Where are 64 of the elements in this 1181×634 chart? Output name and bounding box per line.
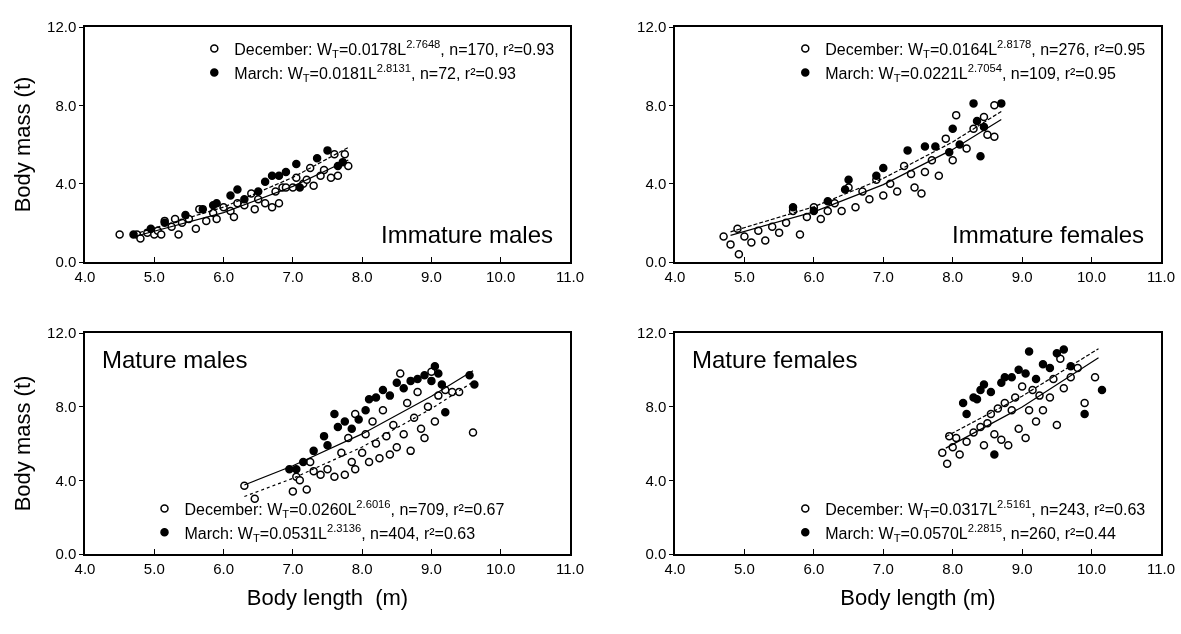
legend-label: December: W$_{T}$=0.0164L$^{2.8178}$, n=276, r²=0.95 <box>825 38 1146 61</box>
y-tick-label: 4.0 <box>645 471 667 489</box>
y-tick-label: 0.0 <box>55 253 77 271</box>
legend-label: December: W$_{T}$=0.0260L$^{2.6016}$, n=709, r²=0.67 <box>184 498 505 521</box>
annotation: Mature females <box>692 346 858 373</box>
x-tick-label: 10.0 <box>486 267 516 285</box>
legend-label: March: W$_{T}$=0.0570L$^{2.2815}$, n=260, r²=0.44 <box>825 521 1116 544</box>
x-tick-label: 6.0 <box>213 559 234 577</box>
x-axis-title: Body length (m) <box>840 585 996 611</box>
y-tick-label: 12.0 <box>47 324 77 342</box>
y-tick-label: 8.0 <box>55 397 77 415</box>
x-tick-label: 7.0 <box>872 559 894 577</box>
x-tick-label: 7.0 <box>872 267 894 285</box>
y-tick-label: 4.0 <box>645 174 667 192</box>
x-tick-label: 4.0 <box>664 559 686 577</box>
x-tick-label: 9.0 <box>1011 559 1033 577</box>
y-tick-label: 0.0 <box>645 253 667 271</box>
y-axis-title: Body mass (t) <box>10 375 36 512</box>
y-tick-label: 4.0 <box>55 174 77 192</box>
x-axis-title: Body length (m) <box>246 585 409 611</box>
y-tick-label: 12.0 <box>47 18 77 36</box>
y-tick-label: 8.0 <box>55 96 77 114</box>
x-tick-label: 4.0 <box>664 267 686 285</box>
x-tick-label: 4.0 <box>74 267 96 285</box>
x-tick-label: 6.0 <box>803 559 825 577</box>
annotation: Mature males <box>102 346 248 373</box>
x-tick-label: 7.0 <box>282 267 304 285</box>
x-tick-label: 9.0 <box>421 267 442 285</box>
y-tick-label: 8.0 <box>645 397 667 415</box>
x-tick-label: 4.0 <box>74 559 96 577</box>
y-tick-label: 0.0 <box>645 545 667 563</box>
x-tick-label: 11.0 <box>1146 559 1176 577</box>
x-tick-label: 7.0 <box>282 559 304 577</box>
x-tick-label: 11.0 <box>555 559 585 577</box>
x-tick-label: 5.0 <box>143 559 165 577</box>
x-tick-label: 9.0 <box>421 559 442 577</box>
annotation: Immature females <box>952 221 1145 248</box>
y-axis-title: Body mass (t) <box>10 76 36 213</box>
x-tick-label: 8.0 <box>351 267 373 285</box>
legend-label: March: W$_{T}$=0.0181L$^{2.8131}$, n=72, r²=0.93 <box>234 61 517 84</box>
y-tick-label: 8.0 <box>645 96 667 114</box>
y-tick-label: 0.0 <box>55 545 77 563</box>
x-tick-label: 8.0 <box>942 267 964 285</box>
x-tick-label: 10.0 <box>1076 559 1107 577</box>
x-tick-label: 6.0 <box>803 267 825 285</box>
x-tick-label: 10.0 <box>486 559 516 577</box>
legend-label: March: W$_{T}$=0.0531L$^{2.3136}$, n=404, r²=0.63 <box>184 521 476 544</box>
y-tick-label: 12.0 <box>637 18 667 36</box>
x-tick-label: 5.0 <box>734 559 755 577</box>
y-tick-label: 4.0 <box>55 471 77 489</box>
x-tick-label: 11.0 <box>555 267 585 285</box>
annotation: Immature males <box>381 221 554 248</box>
x-tick-label: 8.0 <box>351 559 373 577</box>
x-tick-label: 5.0 <box>734 267 755 285</box>
x-tick-label: 8.0 <box>942 559 964 577</box>
x-tick-label: 5.0 <box>143 267 165 285</box>
legend-label: December: W$_{T}$=0.0178L$^{2.7648}$, n=170, r²=0.93 <box>234 38 555 61</box>
x-tick-label: 9.0 <box>1011 267 1033 285</box>
x-tick-label: 11.0 <box>1146 267 1176 285</box>
legend-label: March: W$_{T}$=0.0221L$^{2.7054}$, n=109, r²=0.95 <box>825 61 1116 84</box>
legend-label: December: W$_{T}$=0.0317L$^{2.5161}$, n=243, r²=0.63 <box>825 498 1146 521</box>
x-tick-label: 6.0 <box>213 267 234 285</box>
x-tick-label: 10.0 <box>1076 267 1107 285</box>
y-tick-label: 12.0 <box>637 324 667 342</box>
